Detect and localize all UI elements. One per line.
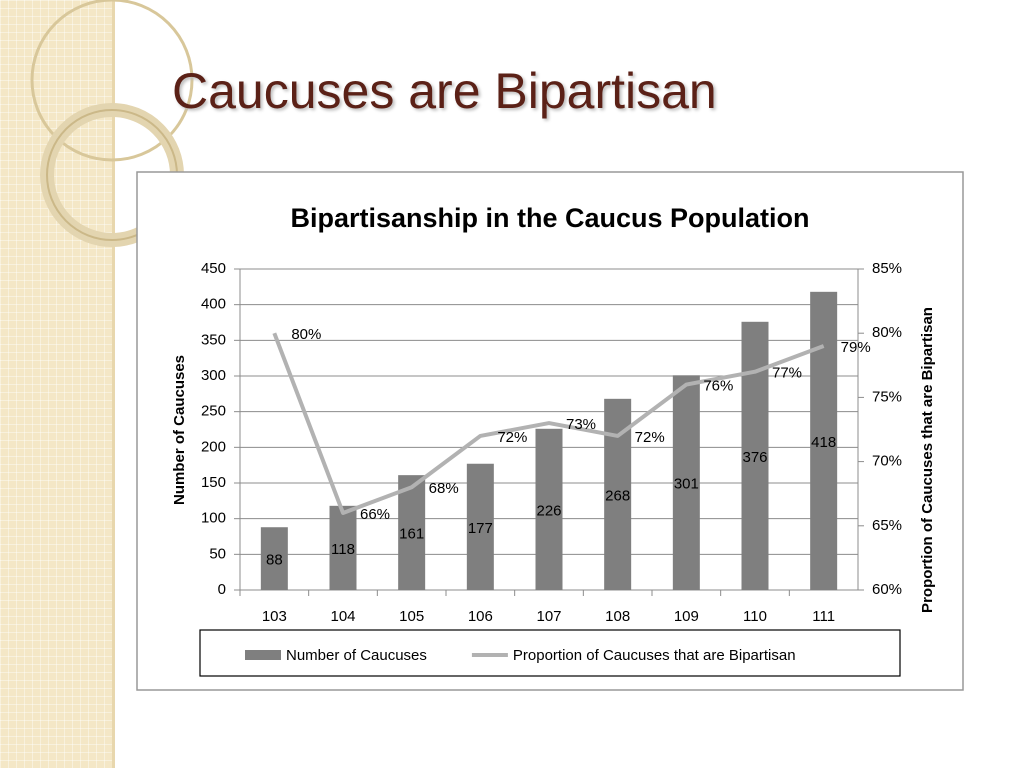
x-tick-label: 109 [674,608,699,625]
y-axis-title: Number of Caucuses [171,355,188,505]
legend-label: Proportion of Caucuses that are Bipartis… [513,647,796,664]
legend-box [199,629,901,677]
x-tick-label: 104 [330,608,355,625]
y2-axis-title: Proportion of Caucuses that are Bipartis… [919,307,936,613]
line-value-label: 66% [360,506,390,523]
y2-tick-label: 75% [872,388,902,405]
x-tick-label: 111 [812,608,835,625]
bar [260,527,288,590]
x-tick-label: 103 [262,608,287,625]
line-value-label: 77% [772,365,802,382]
y-tick-label: 350 [201,331,226,348]
line-value-label: 76% [703,378,733,395]
x-tick-label: 107 [536,608,561,625]
bar-value-label: 118 [331,541,355,558]
x-tick-label: 110 [743,608,767,625]
y2-tick-label: 85% [872,260,902,277]
bar-value-label: 301 [674,476,699,493]
y2-tick-label: 65% [872,517,902,534]
y-tick-label: 100 [201,510,226,527]
bar [466,463,494,590]
bar [672,375,700,590]
bar [329,505,357,590]
bar-value-label: 268 [605,487,630,504]
line-value-label: 80% [291,326,321,343]
bar-value-label: 88 [266,552,283,569]
y-tick-label: 400 [201,296,226,313]
chart-title: Bipartisanship in the Caucus Population [290,203,809,233]
bar-value-label: 177 [468,520,493,537]
y2-tick-label: 60% [872,581,902,598]
line-value-label: 73% [566,416,596,433]
x-tick-label: 106 [468,608,493,625]
y2-tick-label: 80% [872,324,902,341]
bar-value-label: 161 [399,526,424,543]
line-value-label: 79% [841,339,871,356]
y-tick-label: 450 [201,260,226,277]
bar [398,475,426,590]
y-tick-label: 300 [201,367,226,384]
decorative-strip [0,0,115,768]
deco-circle [30,0,194,162]
y2-tick-label: 70% [872,453,902,470]
y-tick-label: 50 [209,545,226,562]
slide-title: Caucuses are Bipartisan [172,63,717,119]
bar [810,291,838,590]
y-tick-label: 0 [218,581,226,598]
y-tick-label: 200 [201,438,226,455]
bar-value-label: 226 [536,502,561,519]
bar-value-label: 418 [811,434,836,451]
y-tick-label: 150 [201,474,226,491]
x-tick-label: 105 [399,608,424,625]
x-tick-label: 108 [605,608,630,625]
legend-swatch [245,650,281,660]
legend-label: Number of Caucuses [286,647,427,664]
line-value-label: 68% [429,480,459,497]
bar-value-label: 376 [742,449,767,466]
line-value-label: 72% [635,429,665,446]
line [272,332,825,515]
line-value-label: 72% [497,429,527,446]
y-tick-label: 250 [201,403,226,420]
bar [535,428,563,590]
